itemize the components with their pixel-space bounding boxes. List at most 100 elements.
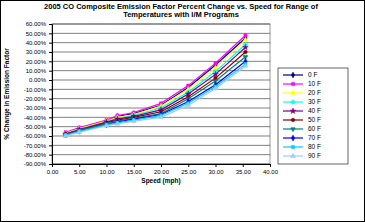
series-line xyxy=(66,57,246,135)
y-tick: 0.00% xyxy=(29,77,52,83)
series-marker xyxy=(244,34,247,37)
x-tick-label: 40.00 xyxy=(263,169,279,175)
y-tick: 40.00% xyxy=(26,40,52,46)
legend-label: 70 F xyxy=(308,134,321,141)
legend-label: 40 F xyxy=(308,107,321,114)
y-tick: 50.00% xyxy=(26,31,52,37)
legend-label: 90 F xyxy=(308,152,321,159)
x-tick-label: 30.00 xyxy=(208,169,224,175)
y-tick-label: -40.00% xyxy=(24,115,47,121)
grid-line xyxy=(52,61,270,62)
y-tick-mark xyxy=(49,164,52,165)
legend-marker xyxy=(291,72,294,78)
y-tick-mark xyxy=(49,80,52,81)
series-line xyxy=(66,61,246,135)
legend-label: 80 F xyxy=(308,143,321,150)
series-marker xyxy=(105,123,108,126)
y-tick: -10.00% xyxy=(24,87,52,93)
series-marker xyxy=(214,62,217,65)
y-tick-mark xyxy=(49,43,52,44)
y-tick: 60.00% xyxy=(26,21,52,27)
plot-marks xyxy=(63,34,249,138)
y-tick: 10.00% xyxy=(26,68,52,74)
series-marker xyxy=(132,116,135,122)
legend-label: 20 F xyxy=(308,89,321,96)
y-tick: -40.00% xyxy=(24,115,52,121)
series-marker xyxy=(105,122,108,128)
y-tick-label: 30.00% xyxy=(26,49,47,55)
y-tick-label: -30.00% xyxy=(24,105,47,111)
series-line xyxy=(66,45,246,135)
y-tick: -80.00% xyxy=(24,152,52,158)
title: 2005 CO Composite Emission Factor Percen… xyxy=(44,2,318,19)
series-line xyxy=(66,47,246,134)
y-tick-mark xyxy=(49,61,52,62)
series-marker xyxy=(78,128,81,134)
y-tick-label: -90.00% xyxy=(24,161,47,167)
x-tick-label: 10.00 xyxy=(99,169,115,175)
x-tick: 15.00 xyxy=(127,164,143,175)
legend-label: 50 F xyxy=(308,116,321,123)
y-tick-mark xyxy=(49,108,52,109)
series-marker xyxy=(77,129,82,133)
series-line xyxy=(66,64,246,135)
y-tick: -90.00% xyxy=(24,161,52,167)
grid-line xyxy=(52,98,270,99)
legend-marker xyxy=(291,82,294,85)
x-tick: 10.00 xyxy=(99,164,115,175)
legend-marker xyxy=(290,108,296,113)
legend-label: 60 F xyxy=(308,125,321,132)
series-marker xyxy=(104,123,109,127)
legend-marker xyxy=(291,145,294,148)
x-tick-label: 5.00 xyxy=(74,169,86,175)
x-tick-mark xyxy=(188,164,189,167)
grid-line xyxy=(52,24,270,25)
legend-marker xyxy=(291,118,295,122)
y-tick-label: -20.00% xyxy=(24,96,47,102)
y-axis-line xyxy=(49,25,53,165)
x-tick-mark xyxy=(134,164,135,167)
y-tick-mark xyxy=(49,145,52,146)
x-tick-label: 25.00 xyxy=(181,169,197,175)
legend-marker xyxy=(291,153,296,157)
x-tick-mark xyxy=(216,164,217,167)
series-marker xyxy=(115,121,120,125)
grid-line xyxy=(52,33,270,34)
series-line xyxy=(66,66,246,136)
series-marker xyxy=(116,121,119,124)
y-tick-mark xyxy=(49,33,52,34)
y-tick-label: 60.00% xyxy=(26,21,47,27)
x-tick: 35.00 xyxy=(236,164,252,175)
legend-box xyxy=(278,68,348,164)
series-marker xyxy=(243,63,248,67)
y-tick-mark xyxy=(49,127,52,128)
y-tick-label: 50.00% xyxy=(26,31,47,37)
y-tick: -30.00% xyxy=(24,105,52,111)
x-tick-label: 35.00 xyxy=(236,169,252,175)
series-marker xyxy=(116,119,119,125)
x-axis-title: Speed (mph) xyxy=(141,177,180,185)
y-tick-label: 40.00% xyxy=(26,40,47,46)
y-tick-mark xyxy=(49,155,52,156)
grid xyxy=(52,24,270,164)
x-axis-line xyxy=(53,165,271,168)
x-axis: 0.005.0010.0015.0020.0025.0030.0035.0040… xyxy=(47,164,279,175)
x-tick-mark xyxy=(243,164,244,167)
y-tick-label: -80.00% xyxy=(24,152,47,158)
grid-line xyxy=(52,145,270,146)
y-tick-mark xyxy=(49,52,52,53)
grid-line xyxy=(52,80,270,81)
y-tick-label: 20.00% xyxy=(26,59,47,65)
legend-label: 10 F xyxy=(308,80,321,87)
y-tick-mark xyxy=(49,99,52,100)
legend-line xyxy=(283,146,303,147)
y-tick-mark xyxy=(49,117,52,118)
legend: 0 F10 F20 F30 F40 F50 F60 F70 F80 F90 F xyxy=(278,68,348,164)
x-tick: 5.00 xyxy=(74,164,86,175)
x-tick-mark xyxy=(79,164,80,167)
grid-line xyxy=(52,136,270,137)
y-tick: -50.00% xyxy=(24,124,52,130)
x-tick: 25.00 xyxy=(181,164,197,175)
legend-marker xyxy=(291,127,296,131)
x-tick-label: 0.00 xyxy=(47,169,59,175)
